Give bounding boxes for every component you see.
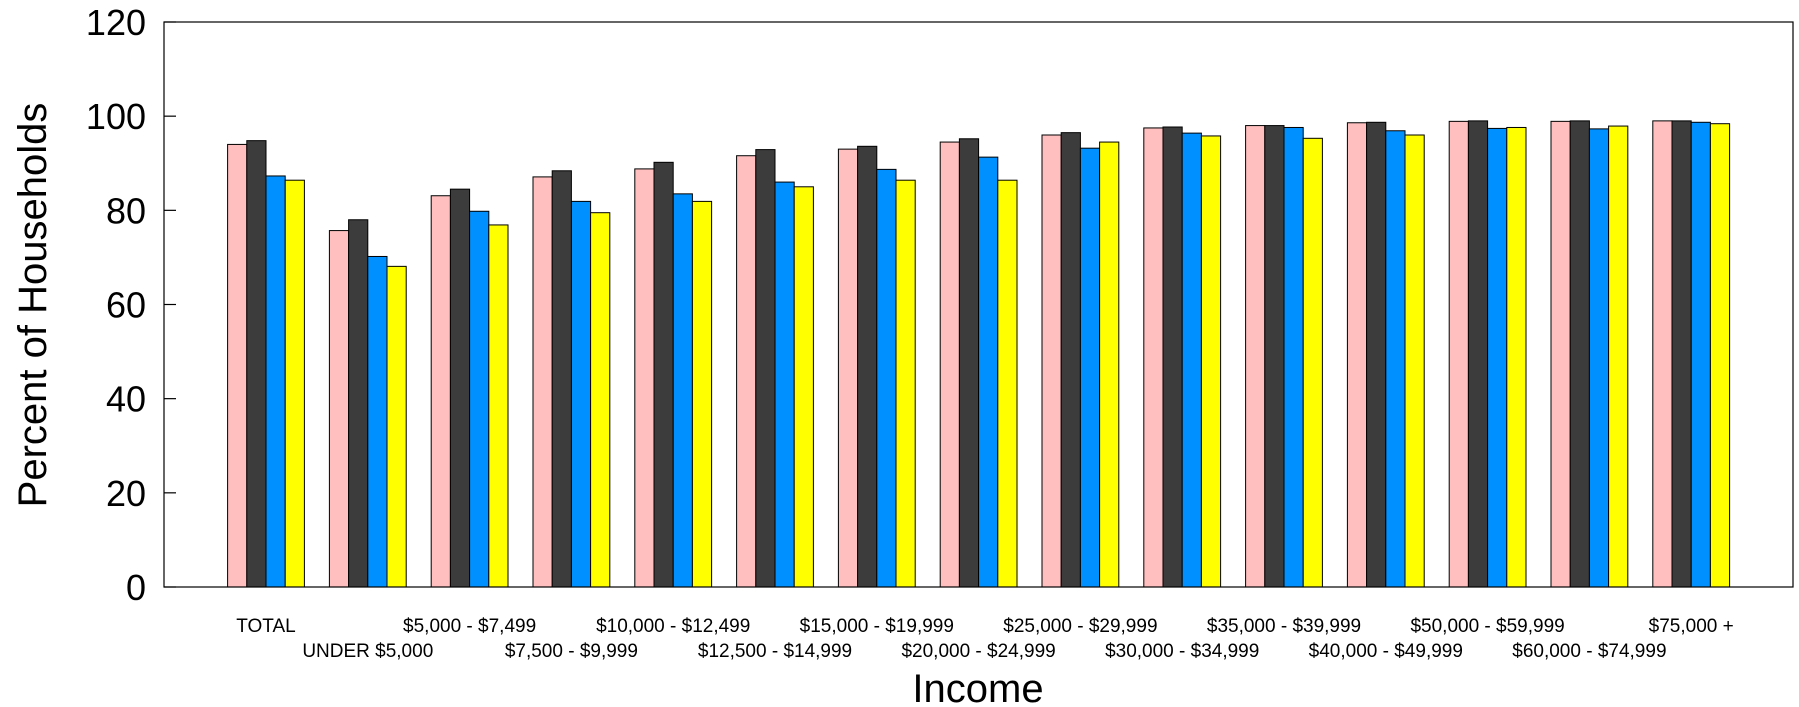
- bar-series-4-cat-2: [488, 224, 509, 588]
- y-axis-title: Percent of Households: [11, 103, 55, 508]
- x-category-label: $40,000 - $49,999: [1309, 641, 1463, 662]
- y-tick-label: 60: [106, 285, 146, 326]
- x-category-label: $60,000 - $74,999: [1512, 641, 1666, 662]
- bar-series-1-cat-11: [1346, 122, 1368, 588]
- bar-series-2-cat-6: [857, 145, 878, 588]
- bar-series-4-cat-0: [284, 179, 305, 588]
- y-tick-label: 20: [106, 473, 146, 514]
- bar-series-4-cat-3: [590, 212, 611, 588]
- bar-series-1-cat-14: [1652, 120, 1673, 588]
- x-category-label: $20,000 - $24,999: [901, 641, 1055, 662]
- bars-layer: [227, 120, 1731, 588]
- bar-series-4-cat-13: [1608, 125, 1629, 588]
- bar-series-2-cat-1: [348, 219, 369, 588]
- bar-series-3-cat-0: [265, 175, 286, 588]
- bar-series-2-cat-2: [449, 188, 471, 588]
- bar-series-1-cat-6: [837, 148, 859, 588]
- x-category-label: $50,000 - $59,999: [1410, 616, 1564, 637]
- bar-series-2-cat-10: [1264, 125, 1285, 588]
- bar-series-4-cat-4: [691, 200, 713, 588]
- y-tick-label: 0: [126, 567, 146, 608]
- bar-series-4-cat-1: [386, 265, 407, 588]
- bar-series-3-cat-10: [1283, 126, 1304, 588]
- bar-series-3-cat-11: [1385, 130, 1406, 588]
- bar-series-3-cat-14: [1690, 121, 1711, 588]
- bar-series-1-cat-7: [939, 141, 960, 588]
- bar-series-4-cat-12: [1506, 126, 1527, 588]
- bar-series-1-cat-12: [1448, 120, 1469, 588]
- bar-series-1-cat-5: [736, 155, 757, 588]
- bar-series-1-cat-10: [1245, 125, 1266, 588]
- bar-series-1-cat-0: [227, 143, 248, 588]
- bar-series-4-cat-7: [997, 179, 1018, 588]
- bar-series-1-cat-1: [328, 230, 350, 588]
- x-category-label: $12,500 - $14,999: [698, 641, 852, 662]
- bar-series-2-cat-4: [653, 161, 674, 588]
- bar-series-4-cat-10: [1302, 137, 1323, 588]
- x-category-label: $25,000 - $29,999: [1003, 616, 1157, 637]
- x-axis: TOTAL UNDER $5,000 $5,000 - $7,499 $7,500 -…: [236, 616, 1733, 662]
- bar-series-2-cat-12: [1467, 120, 1489, 588]
- bar-series-4-cat-9: [1200, 135, 1222, 588]
- bar-series-3-cat-13: [1588, 128, 1610, 588]
- x-category-label: $30,000 - $34,999: [1105, 641, 1259, 662]
- y-tick-label: 40: [106, 379, 146, 420]
- bar-series-3-cat-7: [978, 156, 999, 588]
- x-category-label: TOTAL: [236, 616, 295, 637]
- x-category-label: $10,000 - $12,499: [596, 616, 750, 637]
- bar-series-3-cat-9: [1181, 132, 1202, 588]
- bar-series-3-cat-12: [1487, 127, 1508, 588]
- bar-series-3-cat-2: [469, 210, 490, 588]
- bar-series-3-cat-5: [774, 181, 795, 588]
- bar-series-3-cat-3: [570, 200, 592, 588]
- bar-series-2-cat-5: [755, 149, 776, 588]
- x-category-label: $5,000 - $7,499: [403, 616, 536, 637]
- bar-series-1-cat-13: [1550, 120, 1571, 588]
- bar-series-2-cat-9: [1162, 126, 1183, 588]
- bar-series-3-cat-6: [876, 168, 897, 588]
- bar-series-2-cat-7: [958, 138, 980, 588]
- bar-series-4-cat-14: [1709, 123, 1731, 588]
- bar-series-1-cat-2: [430, 195, 451, 588]
- x-axis-title: Income: [912, 667, 1043, 707]
- bar-series-1-cat-3: [532, 176, 553, 588]
- bar-series-2-cat-8: [1060, 132, 1081, 588]
- y-tick-label: 80: [106, 190, 146, 231]
- bar-series-2-cat-11: [1366, 121, 1387, 588]
- y-tick-label: 100: [86, 96, 146, 137]
- bar-series-1-cat-9: [1143, 127, 1164, 588]
- bar-series-4-cat-5: [793, 186, 814, 588]
- bar-series-1-cat-8: [1041, 134, 1062, 588]
- bar-series-3-cat-1: [367, 255, 388, 588]
- bar-series-3-cat-4: [672, 193, 693, 588]
- bar-series-2-cat-3: [551, 170, 572, 588]
- x-category-label: $75,000 +: [1649, 616, 1734, 637]
- bar-series-4-cat-6: [895, 179, 916, 588]
- x-category-label: UNDER $5,000: [302, 641, 433, 662]
- x-category-label: $7,500 - $9,999: [505, 641, 638, 662]
- bar-series-4-cat-8: [1099, 141, 1120, 588]
- y-axis: 0 20 40 60 80 100 120: [86, 2, 176, 608]
- bar-series-2-cat-14: [1671, 120, 1692, 588]
- bar-series-2-cat-13: [1569, 120, 1590, 588]
- y-tick-label: 120: [86, 2, 146, 43]
- bar-series-4-cat-11: [1404, 134, 1425, 588]
- x-category-label: $35,000 - $39,999: [1207, 616, 1361, 637]
- bar-series-3-cat-8: [1079, 147, 1101, 588]
- bar-series-2-cat-0: [246, 140, 267, 588]
- x-category-label: $15,000 - $19,999: [800, 616, 954, 637]
- bar-series-1-cat-4: [634, 168, 655, 588]
